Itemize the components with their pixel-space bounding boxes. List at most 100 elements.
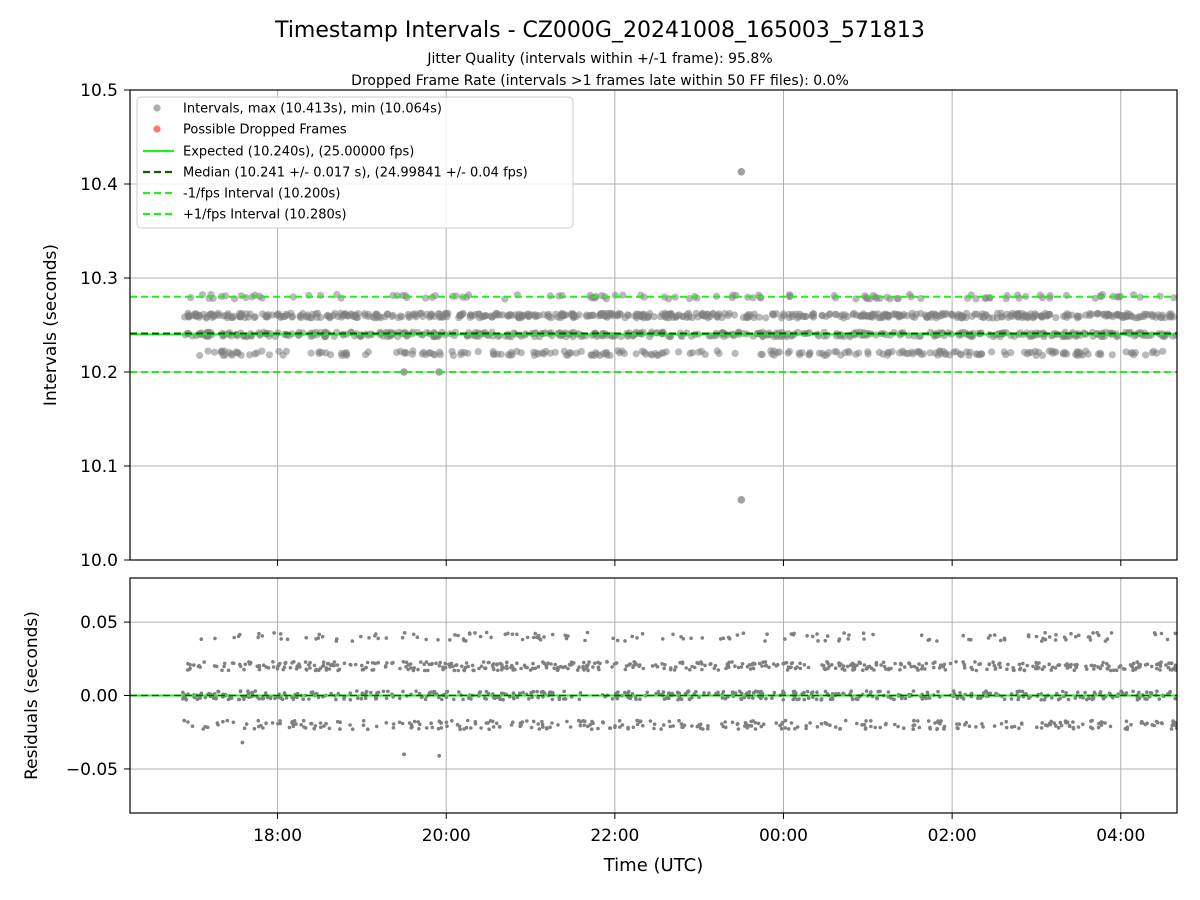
residual-point <box>992 633 997 637</box>
residual-point <box>764 663 768 668</box>
interval-point <box>633 312 641 320</box>
residual-point <box>505 660 509 665</box>
residual-point <box>789 721 794 725</box>
interval-point <box>904 349 913 357</box>
residual-point <box>970 667 975 672</box>
residual-point <box>822 666 827 671</box>
residual-point <box>1062 635 1067 640</box>
residual-point <box>511 691 516 695</box>
residual-point <box>220 668 224 673</box>
residual-point <box>279 637 284 641</box>
interval-point <box>661 313 669 321</box>
residual-point <box>703 663 707 668</box>
residual-point <box>997 662 1001 667</box>
residual-point <box>375 691 379 695</box>
residual-point <box>360 663 364 668</box>
residual-point <box>924 696 928 701</box>
residual-point <box>985 667 989 672</box>
residual-point <box>677 691 681 696</box>
residual-point <box>756 721 761 726</box>
interval-point <box>658 349 666 357</box>
interval-point <box>1031 347 1039 356</box>
residual-point <box>671 632 675 637</box>
residual-point <box>1066 697 1071 702</box>
residual-point <box>313 724 318 728</box>
residual-point <box>294 722 298 726</box>
residual-point <box>308 666 312 670</box>
residual-point <box>620 723 625 727</box>
residual-point <box>838 727 842 731</box>
legend-label: Possible Dropped Frames <box>183 123 347 138</box>
residual-point <box>615 638 620 643</box>
residual-point <box>416 667 420 672</box>
interval-point <box>1043 312 1051 320</box>
residual-point <box>739 665 744 669</box>
residual-point <box>222 664 226 669</box>
residual-point <box>782 691 786 695</box>
residual-point <box>278 661 282 666</box>
residual-point <box>936 689 940 694</box>
residual-point <box>668 724 673 729</box>
residual-point <box>730 720 735 725</box>
residual-point <box>1041 636 1045 641</box>
residual-point <box>314 637 318 641</box>
x-tick-label: 22:00 <box>590 826 639 846</box>
interval-point <box>957 351 966 359</box>
residual-point <box>783 637 787 641</box>
residual-point <box>661 637 665 641</box>
residual-point <box>892 697 896 702</box>
residual-point <box>411 632 416 637</box>
residual-point <box>1039 698 1044 702</box>
residual-point <box>772 690 777 695</box>
x-tick-label: 02:00 <box>928 826 977 846</box>
residual-point <box>491 725 496 729</box>
interval-point <box>973 310 981 318</box>
residual-point <box>976 696 980 700</box>
residual-point <box>278 721 283 726</box>
residual-point <box>1034 660 1038 665</box>
residual-point <box>195 697 200 701</box>
residual-point <box>792 631 796 636</box>
residual-point <box>527 697 531 701</box>
residual-point <box>896 724 900 729</box>
residual-point <box>1111 695 1115 700</box>
residual-point <box>866 665 870 669</box>
interval-point <box>519 311 527 319</box>
residual-point <box>841 664 846 668</box>
residual-point <box>663 663 667 667</box>
residual-point <box>919 633 924 637</box>
interval-point <box>535 311 543 320</box>
interval-point <box>938 309 946 318</box>
interval-point <box>701 312 709 320</box>
residual-point <box>815 632 819 636</box>
residual-point <box>981 725 985 729</box>
residual-point <box>182 718 186 723</box>
residual-point <box>1010 725 1014 729</box>
residual-point <box>434 661 438 666</box>
residual-point <box>823 721 827 725</box>
residual-point <box>843 718 848 723</box>
residual-point <box>582 660 586 665</box>
residual-point <box>1129 722 1133 727</box>
residual-point <box>350 639 355 643</box>
residual-point <box>1004 725 1009 730</box>
interval-point <box>589 311 597 319</box>
interval-point <box>606 309 614 318</box>
residual-point <box>381 689 386 694</box>
residual-point <box>739 691 744 696</box>
residual-point <box>786 727 791 731</box>
residual-point <box>1089 725 1093 730</box>
residual-point <box>1040 639 1044 643</box>
residual-point <box>911 727 915 731</box>
residual-point <box>874 660 879 665</box>
residual-point <box>1153 632 1158 637</box>
legend-label: Expected (10.240s), (25.00000 fps) <box>183 145 414 160</box>
residual-point <box>288 665 293 670</box>
interval-point <box>613 312 622 320</box>
interval-point <box>388 312 396 321</box>
residual-point <box>662 697 667 701</box>
interval-point <box>701 350 709 358</box>
residual-point <box>264 721 268 725</box>
residual-point <box>748 724 752 728</box>
residual-point <box>401 660 406 664</box>
